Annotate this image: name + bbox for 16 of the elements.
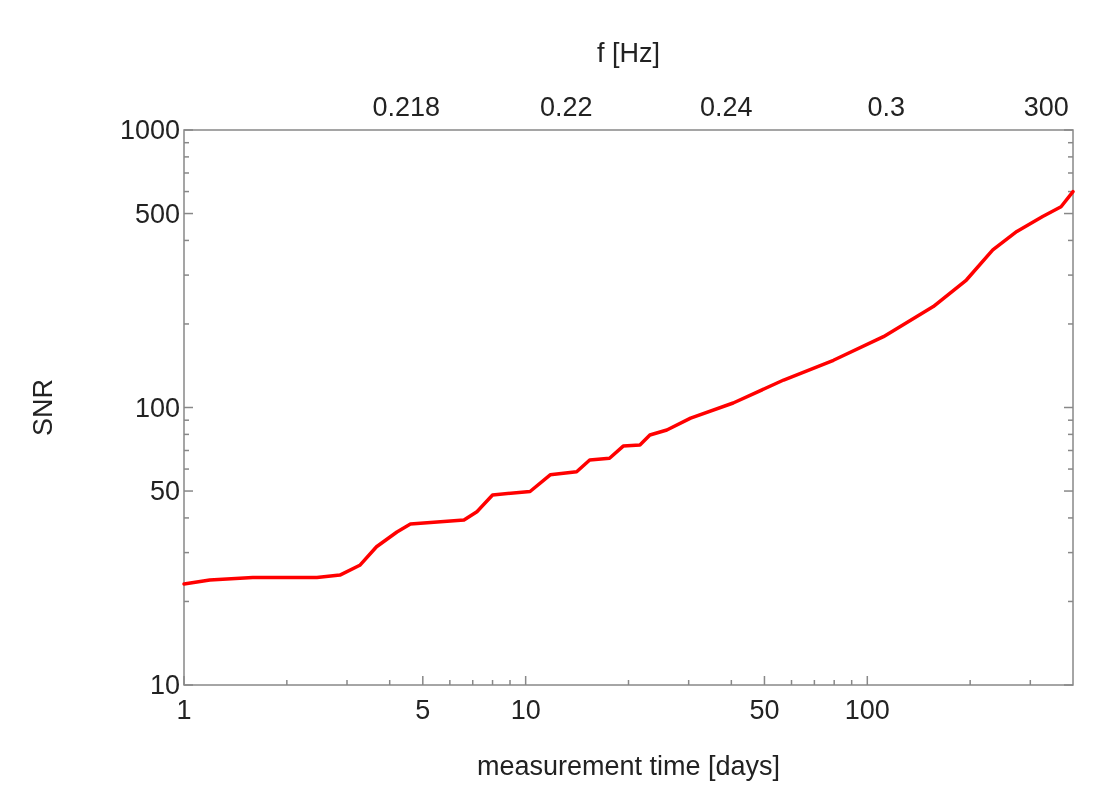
x2-axis-title: f [Hz]	[596, 38, 661, 68]
y-tick-label: 500	[134, 198, 180, 229]
text: 0.24	[700, 92, 753, 122]
y-axis-title: SNR	[28, 378, 58, 437]
x-tick-label: 50	[749, 695, 780, 725]
y-tick-label: 50	[149, 476, 180, 507]
text: 0.3	[867, 92, 906, 122]
x-tick-label: 100	[844, 695, 890, 725]
y-tick-label: 1000	[119, 115, 180, 145]
x-axis-title: measurement time [days]	[476, 751, 781, 781]
text: 300	[1023, 92, 1069, 122]
x-tick-label: 5	[415, 695, 431, 725]
x-tick-label: 10	[510, 695, 541, 725]
y-tick-label: 100	[134, 392, 180, 423]
text: 0.22	[539, 92, 593, 122]
text: 0.218	[372, 92, 441, 122]
